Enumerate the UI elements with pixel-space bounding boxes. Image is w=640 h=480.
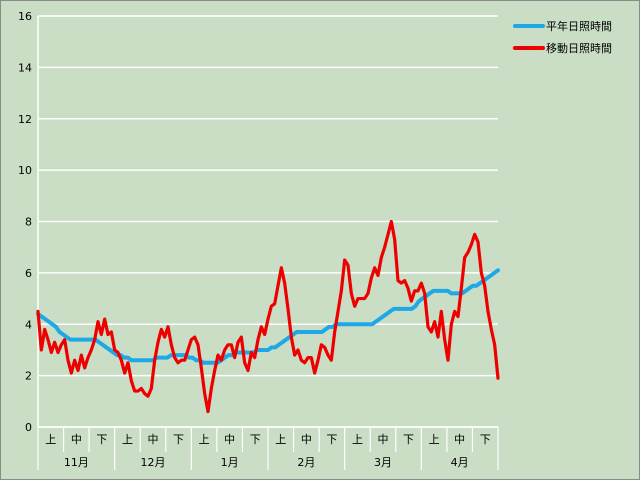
legend-label-normal: 平年日照時間 xyxy=(546,19,612,33)
x-tick-month: 4月 xyxy=(451,456,469,469)
x-tick-month: 11月 xyxy=(64,456,89,469)
x-tick-decade: 上 xyxy=(429,433,440,446)
x-tick-decade: 上 xyxy=(199,433,210,446)
x-tick-decade: 中 xyxy=(454,433,465,446)
x-tick-decade: 中 xyxy=(148,433,159,446)
x-tick-decade: 中 xyxy=(301,433,312,446)
y-tick-label: 8 xyxy=(25,216,32,229)
x-tick-decade: 下 xyxy=(403,433,414,446)
series-line-normal xyxy=(36,268,500,365)
y-tick-label: 16 xyxy=(18,10,32,23)
x-tick-decade: 上 xyxy=(275,433,286,446)
y-tick-label: 4 xyxy=(25,318,32,331)
x-tick-decade: 上 xyxy=(352,433,363,446)
x-tick-decade: 下 xyxy=(326,433,337,446)
y-tick-label: 12 xyxy=(18,113,32,126)
x-tick-decade: 下 xyxy=(173,433,184,446)
y-tick-label: 14 xyxy=(18,61,32,74)
x-tick-month: 12月 xyxy=(141,456,166,469)
x-tick-decade: 上 xyxy=(122,433,133,446)
y-axis-ticks: 0 2 4 6 8 10 12 14 16 xyxy=(18,10,32,434)
series-line-moving xyxy=(36,219,500,414)
x-tick-decade: 下 xyxy=(480,433,491,446)
y-tick-label: 10 xyxy=(18,164,32,177)
x-tick-decade: 中 xyxy=(378,433,389,446)
y-tick-label: 2 xyxy=(25,370,32,383)
x-tick-month: 3月 xyxy=(374,456,392,469)
x-tick-decade: 上 xyxy=(45,433,56,446)
x-tick-decade: 下 xyxy=(96,433,107,446)
legend: 平年日照時間 移動日照時間 xyxy=(513,19,612,55)
x-tick-month: 1月 xyxy=(221,456,239,469)
x-tick-decade: 中 xyxy=(71,433,82,446)
y-tick-label: 6 xyxy=(25,267,32,280)
x-tick-decade: 下 xyxy=(250,433,261,446)
series-lines xyxy=(36,219,500,414)
legend-label-moving: 移動日照時間 xyxy=(546,41,612,55)
x-tick-month: 2月 xyxy=(297,456,315,469)
x-axis: 上 中 下 上 中 下 上 中 下 上 中 下 上 中 下 上 中 下 11月 12月 1月 2月 3月 4月 xyxy=(37,426,499,470)
x-tick-decade: 中 xyxy=(224,433,235,446)
y-tick-label: 0 xyxy=(25,421,32,434)
